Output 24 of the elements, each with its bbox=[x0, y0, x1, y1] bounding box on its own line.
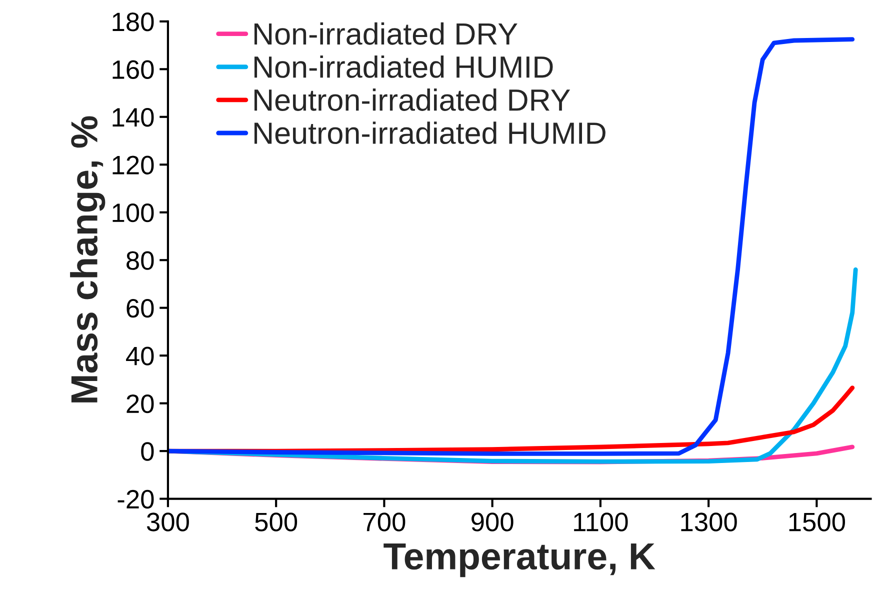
x-tick-label: 700 bbox=[364, 512, 406, 532]
legend-label: Neutron-irradiated HUMID bbox=[254, 122, 606, 144]
legend-label: Non-irradiated HUMID bbox=[254, 55, 553, 78]
y-tick-label: 40 bbox=[126, 346, 154, 366]
x-tick-label: 300 bbox=[146, 512, 189, 532]
x-tick-label: 900 bbox=[472, 512, 514, 532]
y-tick-label: 80 bbox=[126, 251, 154, 270]
x-axis-title: Temperature, K bbox=[384, 544, 656, 578]
x-tick-label: 1300 bbox=[681, 512, 737, 532]
y-tick-label: 120 bbox=[112, 156, 154, 174]
x-tick-label: 500 bbox=[255, 512, 298, 532]
x-tick-label: 1500 bbox=[789, 512, 846, 532]
y-tick-label: 140 bbox=[112, 108, 154, 127]
y-tick-label: 60 bbox=[126, 298, 154, 318]
y-tick-label: 100 bbox=[112, 204, 154, 222]
y-tick-label: 0 bbox=[141, 442, 154, 461]
legend-label: Non-irradiated DRY bbox=[254, 22, 518, 45]
y-tick-label: 180 bbox=[112, 12, 154, 32]
legend-label: Neutron-irradiated DRY bbox=[254, 88, 570, 111]
y-axis-title: Mass change, % bbox=[70, 116, 106, 402]
y-tick-label: 20 bbox=[126, 394, 154, 414]
y-tick-label: 160 bbox=[112, 60, 154, 79]
x-tick-label: 1100 bbox=[574, 512, 628, 532]
y-tick-label: -20 bbox=[118, 490, 154, 509]
